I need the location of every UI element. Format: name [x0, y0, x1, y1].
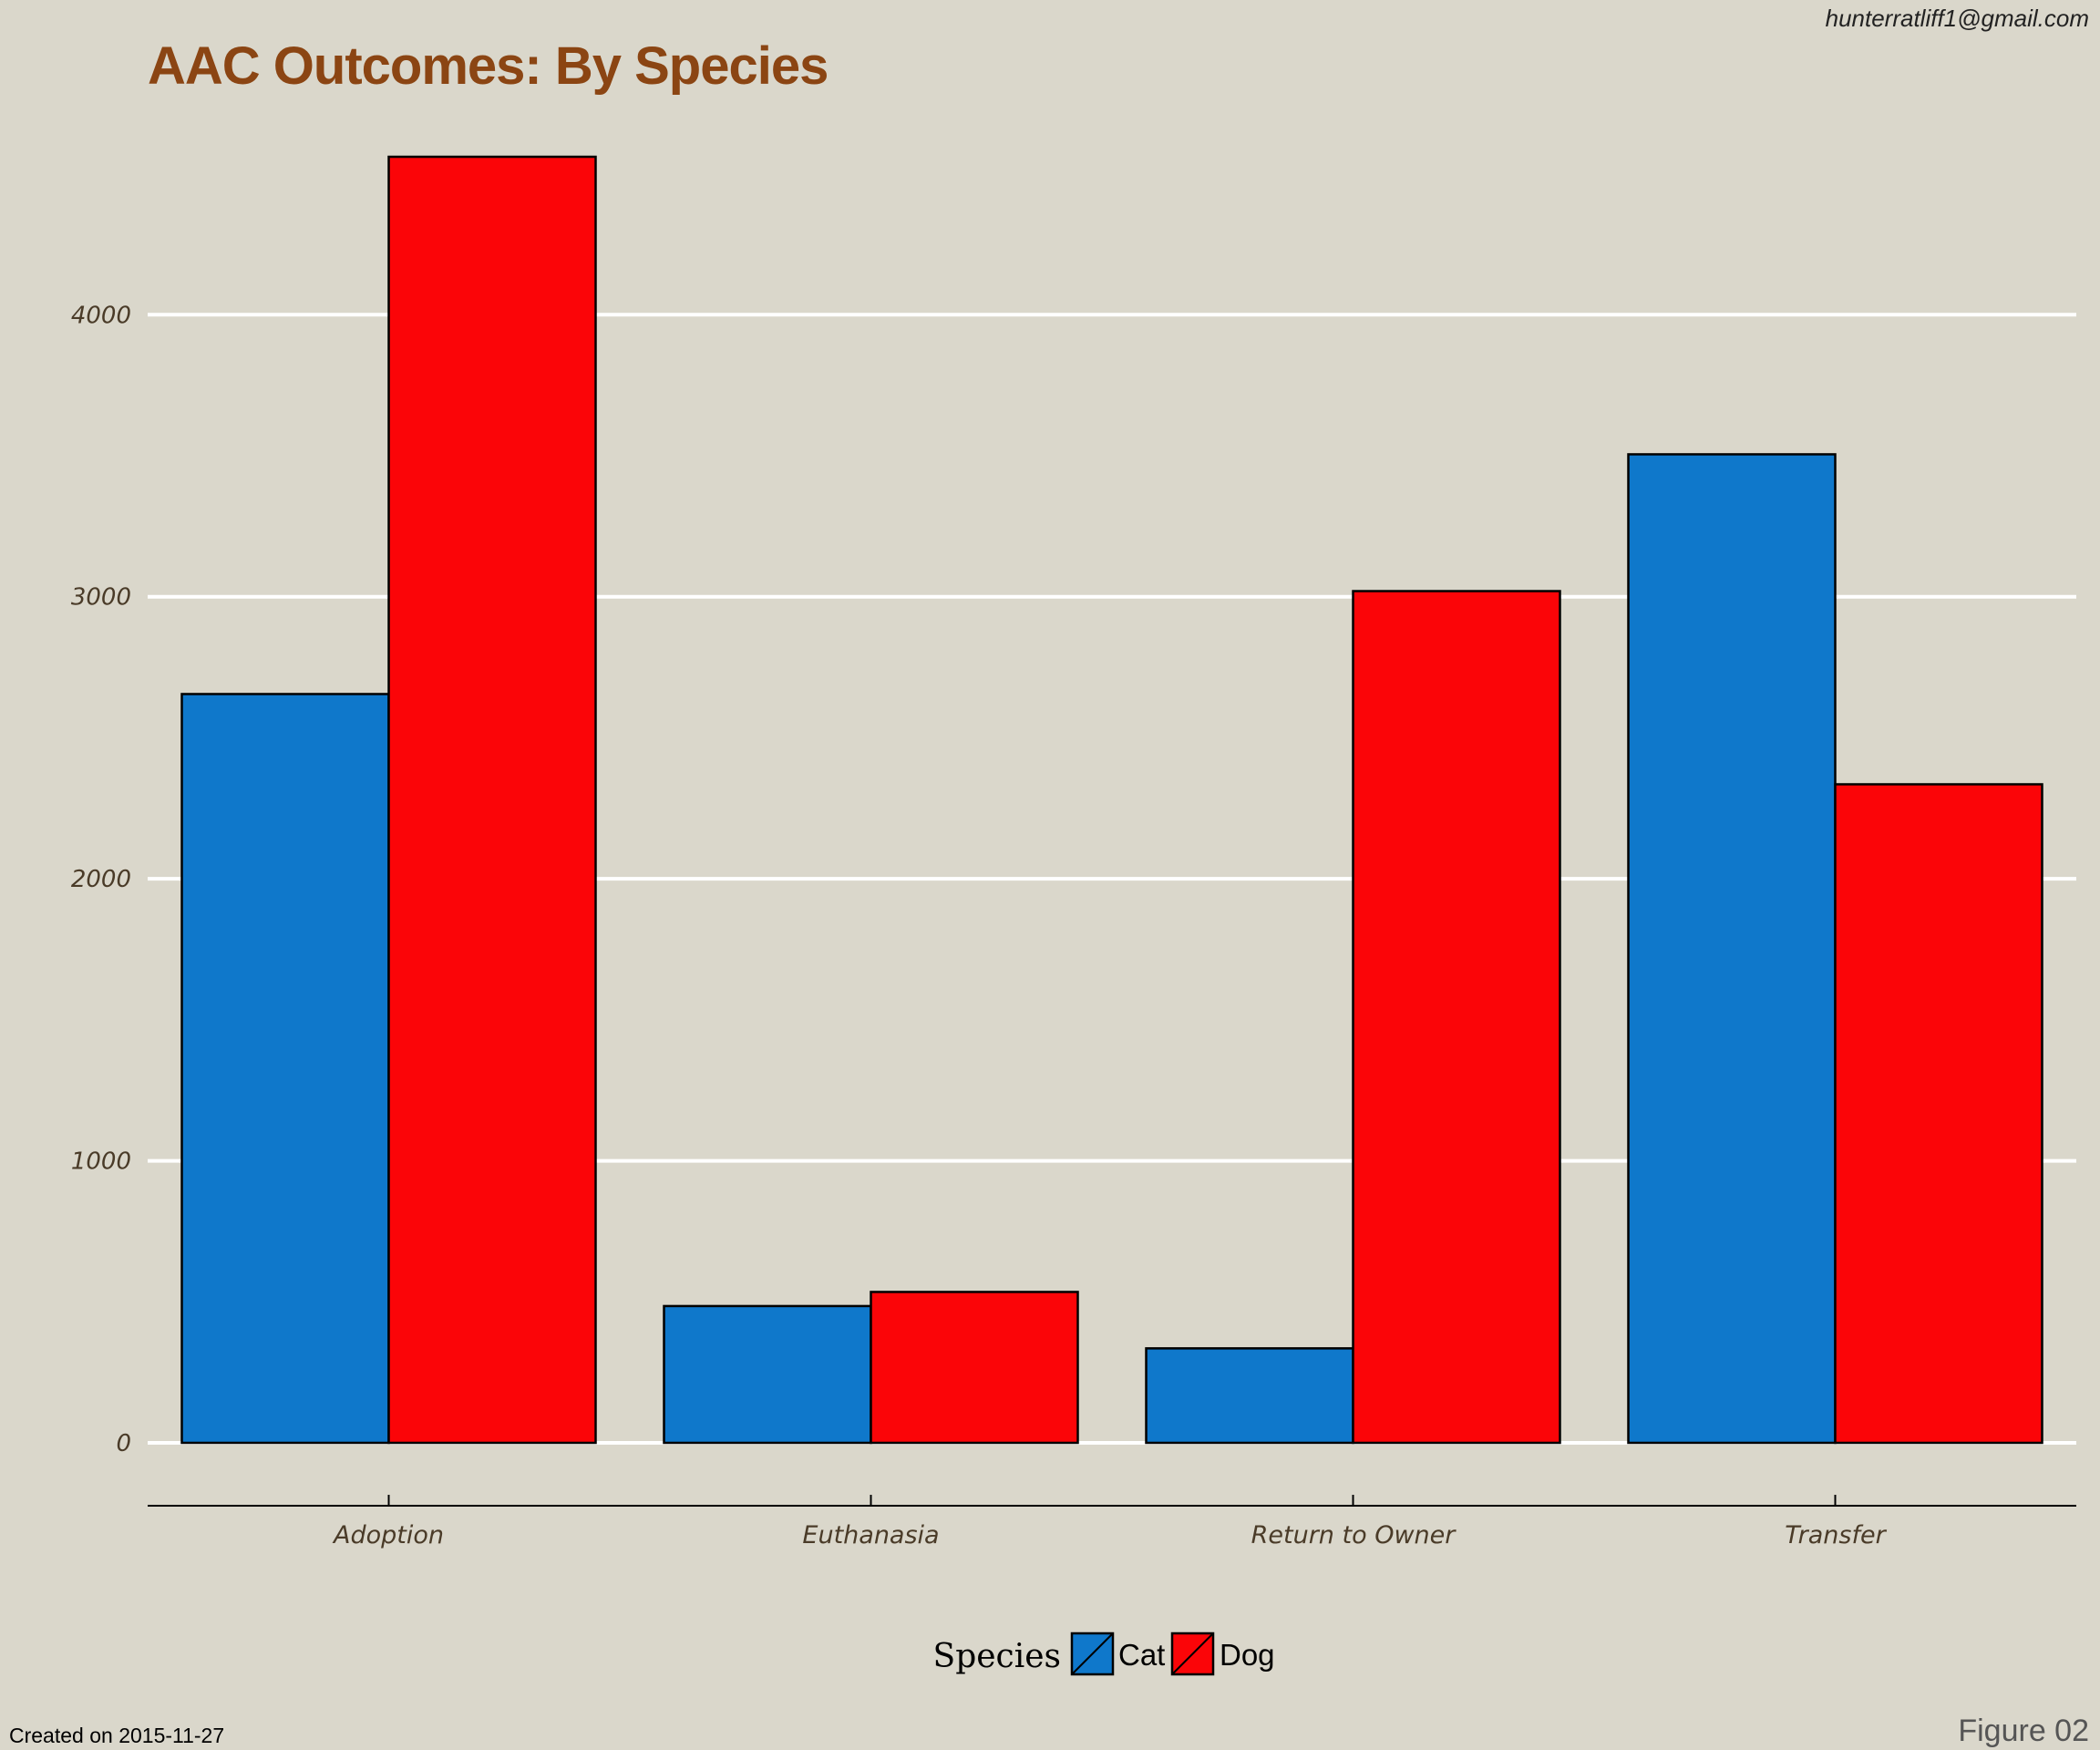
- y-tick-label: 1000: [71, 1148, 131, 1176]
- legend-key-slash: [1071, 1632, 1114, 1675]
- figure-label: Figure 02: [1958, 1714, 2089, 1748]
- bar-dog-adoption: [387, 155, 597, 1445]
- bar-cat-transfer: [1627, 453, 1837, 1445]
- chart-title: AAC Outcomes: By Species: [148, 36, 828, 96]
- y-tick-label: 2000: [71, 866, 131, 893]
- created-date: Created on 2015-11-27: [9, 1724, 224, 1747]
- bar-cat-return-to-owner: [1145, 1347, 1354, 1445]
- legend-key-slash: [1171, 1632, 1214, 1675]
- x-tick-label: Euthanasia: [802, 1521, 939, 1549]
- x-tick-label: Adoption: [332, 1521, 444, 1549]
- bar-dog-transfer: [1834, 783, 2043, 1445]
- x-tick-label: Transfer: [1785, 1521, 1887, 1549]
- y-tick-label: 3000: [71, 584, 131, 612]
- y-tick-label: 0: [116, 1430, 131, 1457]
- y-axis-ticks: 0 1000 2000 3000 4000: [71, 302, 131, 1457]
- bar-dog-euthanasia: [870, 1291, 1079, 1445]
- x-axis-ticks: Adoption Euthanasia Return to Owner Transfe…: [332, 1495, 1888, 1549]
- bar-cat-euthanasia: [663, 1304, 872, 1445]
- bar-cat-adoption: [180, 693, 390, 1445]
- bar-dog-return-to-owner: [1352, 590, 1561, 1445]
- bars: [180, 155, 2043, 1445]
- legend-label-cat: Cat: [1118, 1638, 1165, 1672]
- y-tick-label: 4000: [71, 302, 131, 329]
- legend-title: Species: [933, 1638, 1061, 1675]
- author-email: hunterratliff1@gmail.com: [1826, 5, 2089, 32]
- legend: Species Cat Dog: [933, 1632, 1275, 1676]
- legend-label-dog: Dog: [1220, 1638, 1275, 1672]
- x-tick-label: Return to Owner: [1251, 1521, 1457, 1549]
